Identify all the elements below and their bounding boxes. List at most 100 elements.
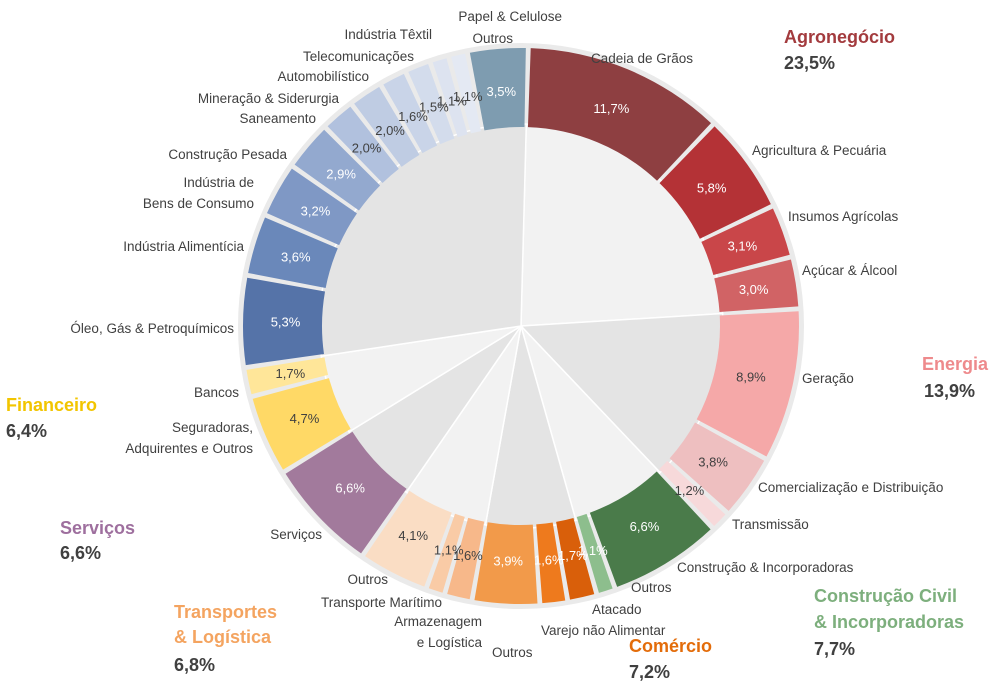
slice-category-label: Outros — [472, 31, 513, 46]
slice-atacado-9 — [556, 517, 595, 600]
slice-bancos-17 — [246, 357, 329, 395]
slice-category-label: Outros — [492, 645, 533, 660]
group-title-transportes-line1: Transportes — [174, 602, 277, 622]
slice-category-label: Bancos — [194, 385, 239, 400]
group-value-financeiro: 6,4% — [6, 421, 47, 441]
slice-seguradoras-adquirentes-e-outros-16 — [252, 378, 351, 470]
slice-value-label: 1,1% — [437, 93, 467, 108]
slice-value-label: 2,0% — [375, 123, 405, 138]
slice-construcao-pesada-21 — [294, 129, 381, 211]
slice-category-label: Mineração & Siderurgia — [198, 91, 340, 106]
group-title-servicos: Serviços — [60, 518, 135, 538]
percent-labels-layer: 11,7%5,8%3,1%3,0%8,9%3,8%1,2%6,6%1,1%1,7… — [271, 84, 769, 569]
slice-armazenagem-e-logistica-12 — [447, 517, 485, 600]
slice-value-label: 3,2% — [301, 204, 331, 219]
slice-category-label: Indústria Têxtil — [344, 27, 432, 42]
slice-category-label: Outros — [347, 572, 388, 587]
group-value-servicos: 6,6% — [60, 543, 101, 563]
slice-category-label: Agricultura & Pecuária — [752, 143, 887, 158]
slice-category-label: Transmissão — [732, 517, 809, 532]
slice-outros-11 — [474, 522, 538, 604]
slice-outros-14 — [365, 490, 452, 587]
slice-value-label: 1,2% — [675, 483, 705, 498]
slice-automobilistico-24 — [383, 73, 438, 154]
slice-category-label: Papel & Celulose — [458, 9, 562, 24]
slice-value-label: 2,9% — [326, 166, 356, 181]
slice-category-label: Indústria de Bens de Consumo — [143, 175, 254, 211]
group-title-construcao-line1: Construção Civil — [814, 586, 957, 606]
slice-category-label: Óleo, Gás & Petroquímicos — [70, 321, 234, 336]
slice-mineracao-siderurgia-23 — [354, 86, 420, 167]
slice-comercializacao-e-distribuicao-5 — [669, 422, 765, 511]
slice-servicos-15 — [285, 431, 407, 554]
slice-value-label: 4,7% — [290, 411, 320, 426]
slice-industria-alimenticia-19 — [248, 217, 338, 289]
slice-transmissao-6 — [659, 460, 726, 526]
slice-value-label: 1,6% — [453, 548, 483, 563]
group-value-energia: 13,9% — [924, 381, 975, 401]
slice-cadeia-de-graos-0 — [527, 48, 712, 181]
slice-geracao-4 — [696, 311, 799, 457]
slice-category-label: Açúcar & Álcool — [802, 263, 897, 278]
slice-value-label: 1,7% — [276, 366, 306, 381]
slice-papel-celulose-27 — [451, 53, 481, 134]
slice-category-label: Automobilístico — [277, 69, 369, 84]
slice-value-label: 1,6% — [534, 552, 564, 567]
slice-value-label: 5,3% — [271, 315, 301, 330]
slice-category-label: Saneamento — [239, 111, 316, 126]
arcs-layer — [242, 47, 799, 604]
slice-category-label: Cadeia de Grãos — [591, 51, 693, 66]
slice-category-label: Seguradoras, Adquirentes e Outros — [125, 420, 253, 456]
slice-value-label: 6,6% — [630, 519, 660, 534]
slice-value-label: 1,6% — [398, 109, 428, 124]
group-title-financeiro: Financeiro — [6, 395, 97, 415]
slice-category-label: Outros — [631, 580, 672, 595]
group-title-construcao-line2: & Incorporadoras — [814, 612, 964, 632]
category-labels-layer: Cadeia de Grãos Agricultura & Pecuária Ins… — [70, 9, 943, 660]
slice-oleo-gas-petroquimicos-18 — [242, 277, 326, 366]
slice-outros-8 — [576, 513, 613, 593]
slice-value-label: 3,0% — [739, 282, 769, 297]
slice-transporte-maritimo-13 — [428, 513, 465, 593]
slice-value-label: 8,9% — [736, 369, 766, 384]
slice-value-label: 4,1% — [398, 528, 428, 543]
slice-category-label: Construção Pesada — [168, 147, 287, 162]
slice-category-label: Serviços — [270, 527, 322, 542]
slice-construcao-incorporadoras-7 — [589, 471, 711, 587]
slice-category-label: Transporte Marítimo — [321, 595, 442, 610]
slice-agricultura-pecuaria-1 — [659, 126, 771, 239]
group-value-comercio: 7,2% — [629, 662, 670, 682]
slice-value-label: 11,7% — [593, 101, 629, 116]
slice-telecomunicacoes-25 — [408, 63, 455, 145]
slice-value-label: 3,6% — [281, 250, 311, 265]
background-layer — [238, 43, 804, 609]
slice-value-label: 5,8% — [697, 180, 727, 195]
group-headers: Agronegócio 23,5% Energia 13,9% Construç… — [6, 27, 989, 682]
slice-value-label: 3,5% — [486, 84, 516, 99]
slice-value-label: 3,8% — [698, 455, 728, 470]
slice-category-label: Telecomunicações — [303, 49, 414, 64]
slice-saneamento-22 — [327, 106, 399, 184]
slice-industria-de-bens-de-consumo-20 — [266, 168, 357, 246]
slice-value-label: 1,1% — [434, 543, 464, 558]
slice-value-label: 3,1% — [728, 238, 758, 253]
slice-insumos-agricolas-2 — [701, 208, 790, 276]
group-value-construcao: 7,7% — [814, 639, 855, 659]
group-title-energia: Energia — [922, 354, 989, 374]
slice-value-label: 2,0% — [352, 141, 382, 156]
slice-value-label: 1,1% — [578, 543, 608, 558]
slice-acucar-alcool-3 — [714, 259, 799, 312]
group-value-transportes: 6,8% — [174, 655, 215, 675]
group-title-transportes-line2: & Logística — [174, 627, 272, 647]
slice-value-label: 1,5% — [419, 100, 449, 115]
slice-category-label: Insumos Agrícolas — [788, 209, 899, 224]
slice-varejo-nao-alimentar-10 — [536, 522, 566, 604]
slice-value-label: 3,9% — [493, 554, 523, 569]
slice-value-label: 1,7% — [558, 548, 588, 563]
slice-outros-28 — [469, 47, 526, 131]
group-value-agronegocio: 23,5% — [784, 53, 835, 73]
slice-category-label: Armazenagem e Logística — [394, 614, 482, 650]
slice-industria-textil-26 — [432, 58, 468, 138]
